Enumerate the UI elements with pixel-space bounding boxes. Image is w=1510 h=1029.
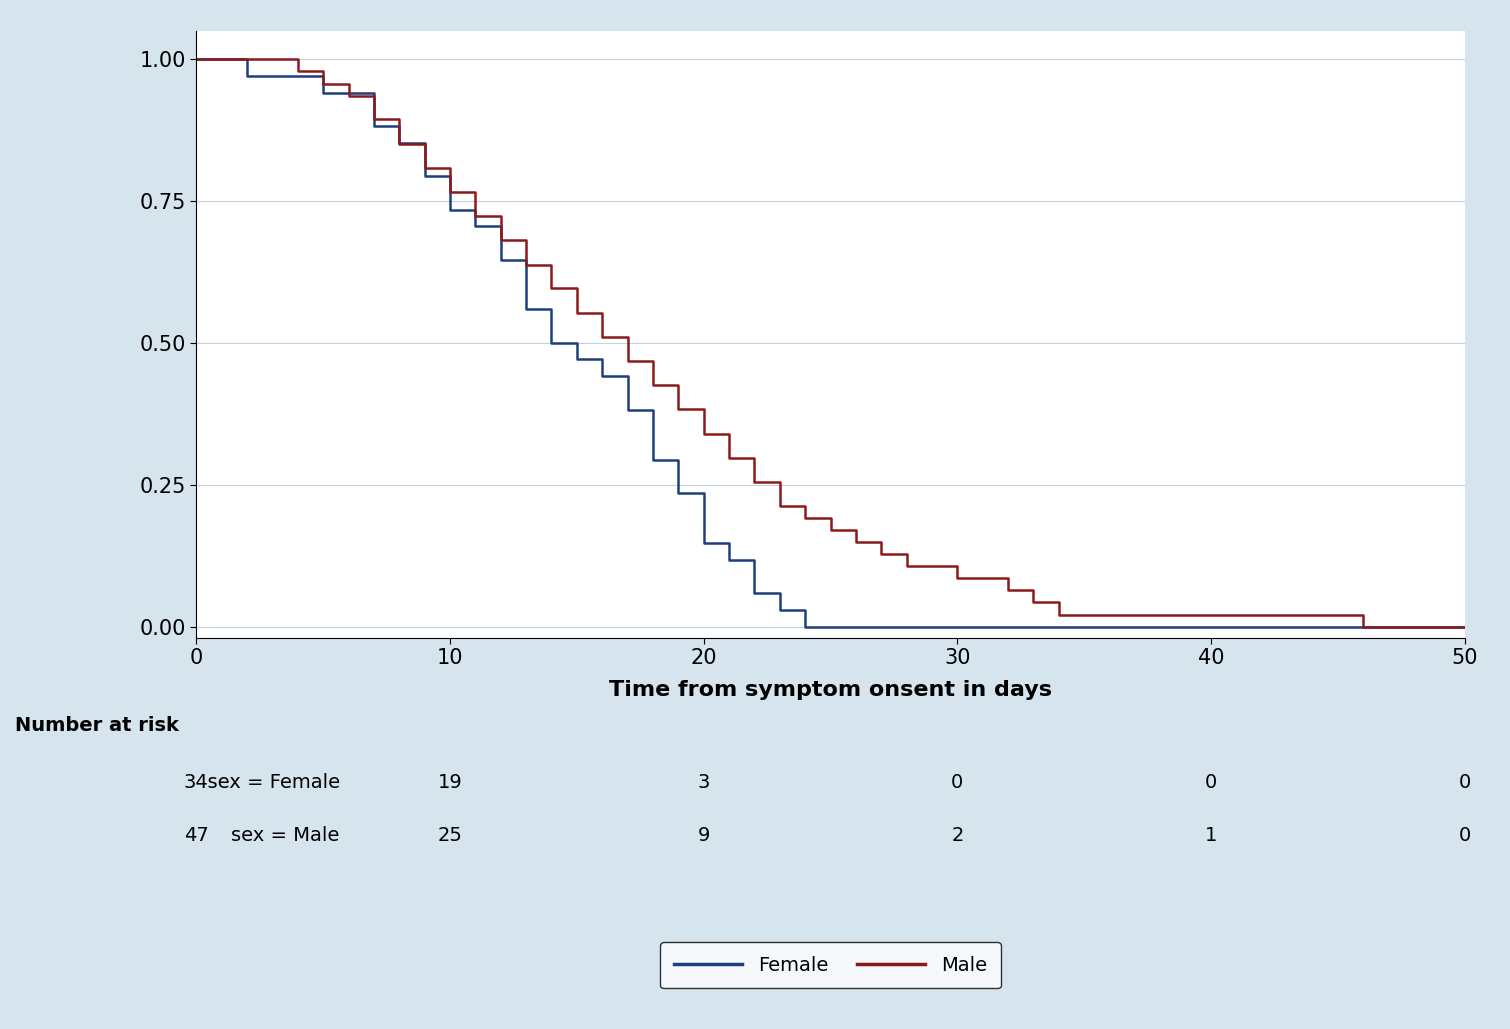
Legend: Female, Male: Female, Male	[660, 943, 1001, 989]
Text: 19: 19	[438, 773, 462, 791]
Text: 3: 3	[698, 773, 710, 791]
Text: 2: 2	[951, 826, 963, 845]
Text: 0: 0	[951, 773, 963, 791]
Text: 0: 0	[1459, 773, 1471, 791]
Text: 47: 47	[184, 826, 208, 845]
X-axis label: Time from symptom onsent in days: Time from symptom onsent in days	[609, 679, 1052, 700]
Text: Number at risk: Number at risk	[15, 716, 180, 735]
Text: 1: 1	[1205, 826, 1217, 845]
Text: 34: 34	[184, 773, 208, 791]
Text: sex = Male: sex = Male	[207, 826, 340, 845]
Text: 9: 9	[698, 826, 710, 845]
Text: 0: 0	[1459, 826, 1471, 845]
Text: sex = Female: sex = Female	[195, 773, 340, 791]
Text: 0: 0	[1205, 773, 1217, 791]
Text: 25: 25	[438, 826, 462, 845]
